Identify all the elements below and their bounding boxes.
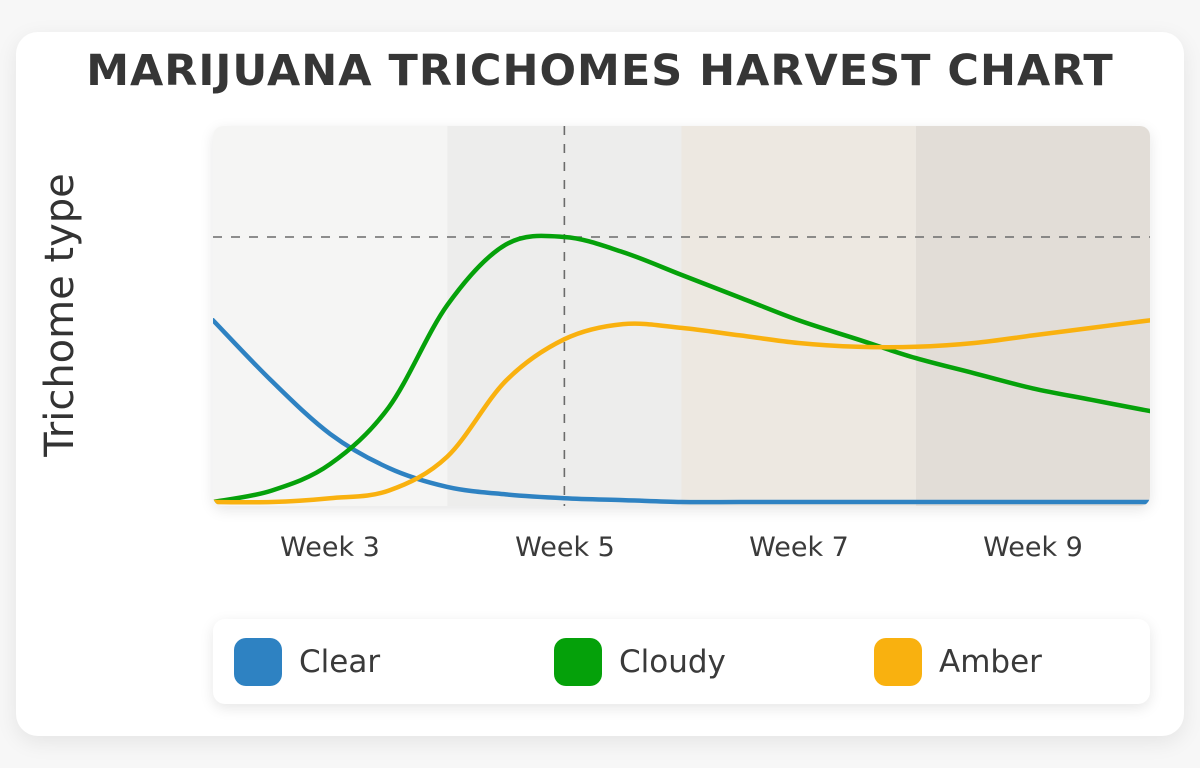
y-axis-label: Trichome type: [37, 173, 83, 457]
series-lines: [213, 233, 1150, 505]
plot-area: [213, 126, 1150, 506]
x-tick-week-5: Week 5: [515, 532, 615, 563]
x-tick-week-9: Week 9: [983, 532, 1083, 563]
background-band: [447, 126, 682, 506]
legend-label-clear: Clear: [299, 643, 381, 680]
series-line-amber: [213, 318, 1150, 505]
background-band: [681, 126, 916, 506]
chart-title: MARIJUANA TRICHOMES HARVEST CHART: [86, 46, 1114, 96]
series-line-cloudy: [213, 233, 1150, 505]
legend-item-clear: Clear: [234, 619, 380, 704]
line-chart: [213, 126, 1150, 506]
guide-lines: [213, 126, 1150, 506]
x-tick-week-3: Week 3: [280, 532, 380, 563]
legend-item-cloudy: Cloudy: [554, 619, 726, 704]
background-band: [213, 126, 448, 506]
legend-item-amber: Amber: [874, 619, 1042, 704]
background-bands: [213, 126, 1150, 506]
legend-swatch-amber: [874, 637, 922, 686]
legend: Clear Cloudy Amber: [213, 619, 1150, 704]
legend-label-amber: Amber: [939, 643, 1042, 680]
background-band: [915, 126, 1150, 506]
legend-swatch-clear: [234, 637, 282, 686]
legend-label-cloudy: Cloudy: [619, 643, 726, 680]
x-tick-week-7: Week 7: [749, 532, 849, 563]
legend-swatch-cloudy: [554, 637, 602, 686]
